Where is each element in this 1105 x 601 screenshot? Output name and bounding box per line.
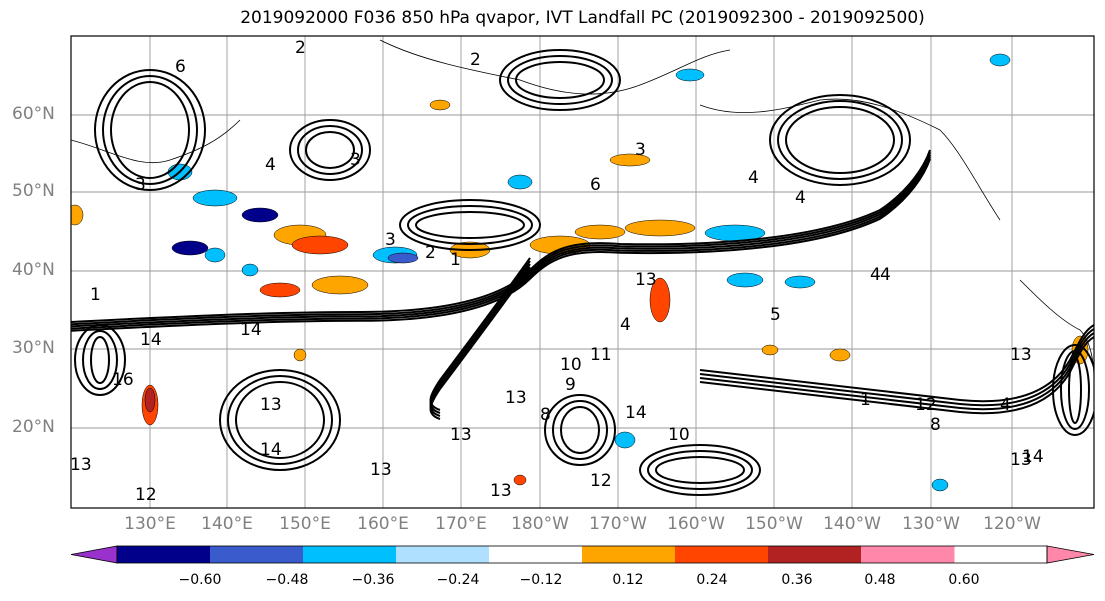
contour-label: 12 (135, 485, 157, 505)
contour-label: 2 (295, 38, 306, 58)
colorbar-tick-label: −0.48 (265, 572, 309, 588)
contour-label: 13 (1010, 345, 1032, 365)
colorbar-bin (117, 546, 211, 563)
latitude-label: 30°N (12, 338, 55, 358)
contour-label: 3 (135, 175, 146, 195)
contour-label: 11 (590, 345, 612, 365)
contour-label: 13 (370, 460, 392, 480)
contour-label: 8 (930, 415, 941, 435)
contour-label: 8 (540, 405, 551, 425)
contour-label: 2 (470, 50, 481, 70)
ivt-contours (71, 49, 1094, 496)
contour-label: 10 (560, 355, 582, 375)
graticule (71, 36, 1094, 508)
contour-label: 14 (260, 440, 282, 460)
colorbar-tick-label: 0.12 (612, 572, 644, 588)
longitude-label: 170°E (435, 514, 487, 534)
contour-label: 13 (450, 425, 472, 445)
colorbar-bin (582, 546, 676, 563)
colorbar-bin (303, 546, 397, 563)
contour-label: 13 (505, 388, 527, 408)
contour-label: 14 (140, 330, 162, 350)
contour-label: 14 (240, 320, 262, 340)
contour-label: 13 (1010, 450, 1032, 470)
colorbar-bin (210, 546, 304, 563)
colorbar-tick-label: 0.36 (781, 572, 813, 588)
colorbar (70, 545, 1095, 564)
map-title: 2019092000 F036 850 hPa qvapor, IVT Land… (240, 8, 925, 28)
colorbar-tick-label: −0.12 (519, 572, 563, 588)
contour-label: 10 (668, 425, 690, 445)
contour-label: 4 (620, 315, 631, 335)
contour-label: 1 (450, 250, 461, 270)
longitude-label: 140°W (823, 514, 881, 534)
colorbar-tick-label: 0.48 (864, 572, 896, 588)
colorbar-tick-label: 0.24 (696, 572, 728, 588)
colorbar-bin (861, 546, 955, 563)
contour-label: 6 (590, 175, 601, 195)
colorbar-bin (396, 546, 490, 563)
longitude-label: 160°E (357, 514, 409, 534)
contour-label: 13 (260, 395, 282, 415)
contour-label: 4 (795, 188, 806, 208)
longitude-label: 120°W (983, 514, 1041, 534)
colorbar-bin (675, 546, 769, 563)
latitude-label: 50°N (12, 181, 55, 201)
longitude-label: 150°W (745, 514, 803, 534)
longitude-label: 140°E (201, 514, 253, 534)
longitude-label: 170°W (589, 514, 647, 534)
contour-label: 3 (635, 140, 646, 160)
contour-label: 12 (590, 471, 612, 491)
longitude-label: 180°W (511, 514, 569, 534)
map-frame (70, 35, 1095, 509)
contour-label: 16 (112, 370, 134, 390)
contour-label: 3 (350, 150, 361, 170)
latitude-label: 60°N (12, 104, 55, 124)
contour-label: 9 (565, 375, 576, 395)
colorbar-tick-label: −0.36 (351, 572, 395, 588)
latitude-label: 20°N (12, 417, 55, 437)
contour-label: 13 (490, 481, 512, 501)
longitude-label: 130°W (902, 514, 960, 534)
contour-label: 4 (870, 265, 881, 285)
contour-label: 4 (265, 155, 276, 175)
colorbar-tick-label: −0.24 (436, 572, 480, 588)
contour-label: 13 (70, 455, 92, 475)
contour-label: 6 (175, 57, 186, 77)
colorbar-tick-label: 0.60 (948, 572, 980, 588)
longitude-label: 130°E (124, 514, 176, 534)
contour-label: 2 (425, 243, 436, 263)
colorbar-neutral-bin (489, 546, 582, 563)
contour-label: 5 (770, 305, 781, 325)
contour-label: 14 (1022, 447, 1044, 467)
contour-label: 12 (915, 395, 937, 415)
contour-label: 4 (748, 168, 759, 188)
contour-label: 1 (860, 390, 871, 410)
contour-label: 1 (90, 285, 101, 305)
colorbar-tick-label: −0.60 (178, 572, 222, 588)
contour-label: 4 (880, 265, 891, 285)
longitude-label: 150°E (279, 514, 331, 534)
contour-label: 4 (1000, 395, 1011, 415)
longitude-label: 160°W (667, 514, 725, 534)
contour-label: 14 (625, 403, 647, 423)
colorbar-bin (768, 546, 862, 563)
contour-label: 3 (385, 230, 396, 250)
coastlines (71, 39, 1094, 381)
latitude-label: 40°N (12, 260, 55, 280)
contour-label: 13 (635, 270, 657, 290)
colorbar-extend-high (1046, 545, 1095, 564)
colorbar-extend-low (70, 545, 118, 564)
